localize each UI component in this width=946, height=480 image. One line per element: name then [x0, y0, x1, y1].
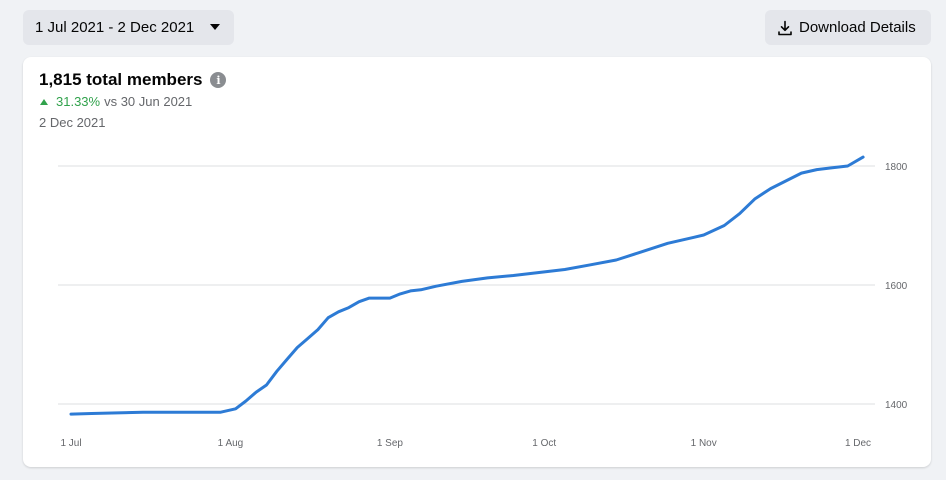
- total-members-title: 1,815 total members: [39, 70, 203, 89]
- date-range-dropdown[interactable]: 1 Jul 2021 - 2 Dec 2021: [23, 10, 234, 45]
- download-details-button[interactable]: Download Details: [765, 10, 931, 45]
- info-icon[interactable]: i: [210, 72, 227, 88]
- x-tick-label: 1 Oct: [532, 438, 556, 449]
- change-comparison: vs 30 Jun 2021: [104, 94, 193, 109]
- x-tick-label: 1 Sep: [377, 438, 404, 449]
- x-tick-label: 1 Dec: [845, 438, 871, 449]
- x-tick-label: 1 Aug: [218, 438, 244, 449]
- y-tick-label: 1400: [885, 400, 908, 411]
- change-row: 31.33% vs 30 Jun 2021: [40, 94, 192, 109]
- current-date: 2 Dec 2021: [39, 115, 106, 130]
- download-details-label: Download Details: [799, 19, 916, 36]
- caret-down-icon: [210, 24, 220, 30]
- change-percent: 31.33%: [56, 94, 101, 109]
- date-range-label: 1 Jul 2021 - 2 Dec 2021: [35, 19, 195, 36]
- y-tick-label: 1800: [885, 162, 908, 173]
- up-arrow-icon: [40, 98, 48, 105]
- x-tick-label: 1 Nov: [691, 438, 717, 449]
- members-line-chart: 1400 1600 1800 1 Jul 1 Aug 1 Sep 1 Oct 1 Nov 1 D…: [58, 155, 908, 449]
- y-tick-label: 1600: [885, 281, 908, 292]
- members-series-line: [69, 155, 865, 416]
- download-icon: [777, 20, 793, 36]
- x-tick-label: 1 Jul: [60, 438, 81, 449]
- title-row: 1,815 total members i: [39, 70, 227, 90]
- members-card: 1,815 total members i 31.33% vs 30 Jun 2…: [23, 57, 931, 467]
